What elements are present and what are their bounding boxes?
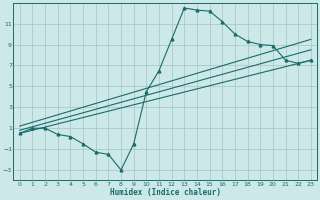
- X-axis label: Humidex (Indice chaleur): Humidex (Indice chaleur): [110, 188, 221, 197]
